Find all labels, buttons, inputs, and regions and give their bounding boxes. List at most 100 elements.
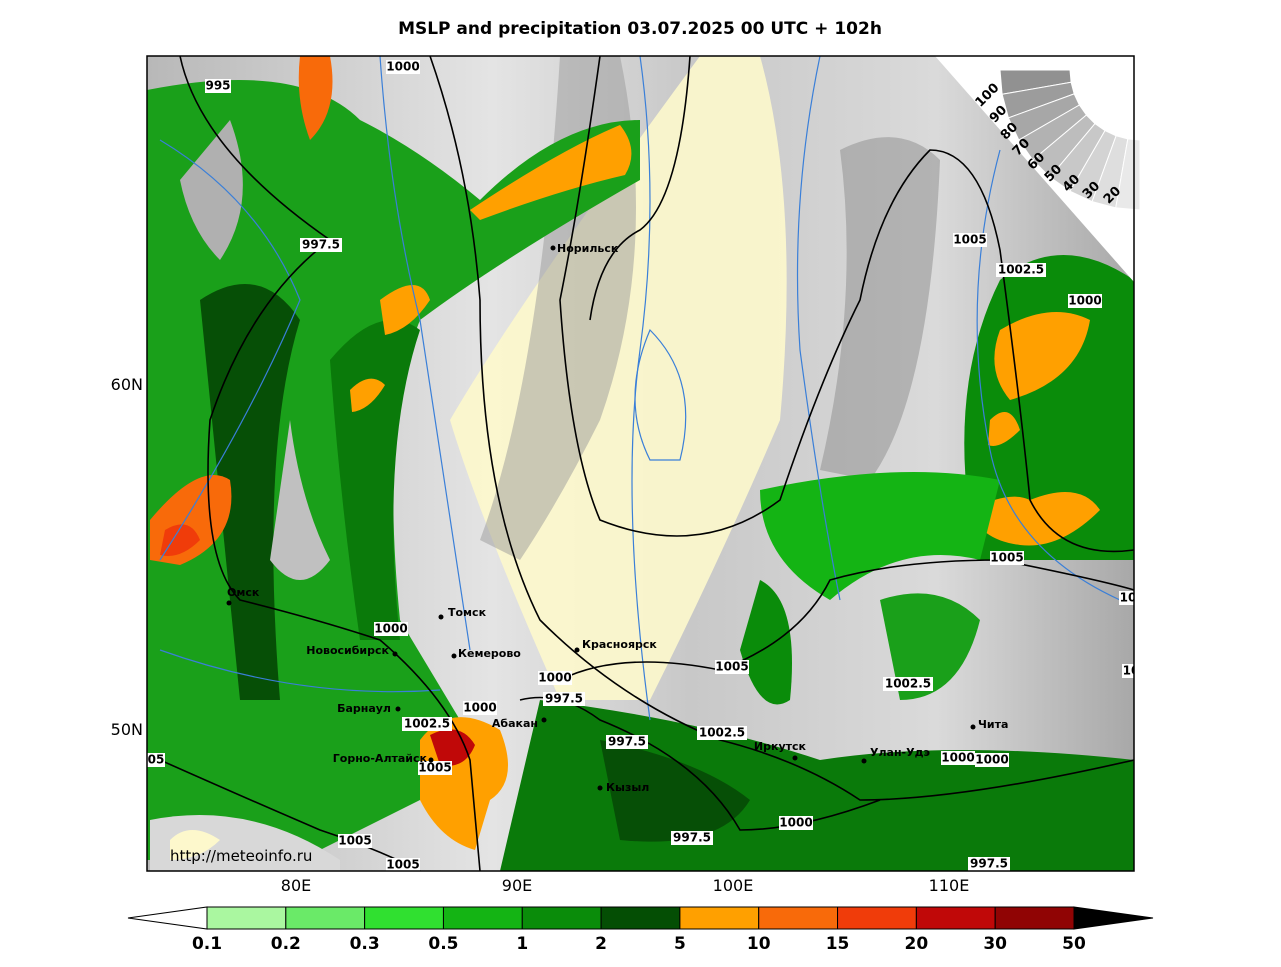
colorbar-segment xyxy=(679,906,760,930)
isobar-label-bg xyxy=(386,60,420,74)
isobar-label: 1005 xyxy=(990,551,1023,565)
isobar-label-bg xyxy=(996,263,1046,277)
isobar-label: 997.5 xyxy=(608,735,646,749)
isobar-label: 1000 xyxy=(463,701,496,715)
isobar-label-bg xyxy=(300,238,342,252)
isobar-label: 10 xyxy=(1123,664,1140,678)
isobar-label: 1002.5 xyxy=(404,717,450,731)
city-label: Красноярск xyxy=(582,638,657,651)
isobar-label-bg xyxy=(990,551,1024,565)
colorbar-segment xyxy=(758,906,839,930)
lat-label: 60N xyxy=(111,375,143,394)
isobar-label-bg xyxy=(1122,664,1134,678)
isobar-label: 1002.5 xyxy=(885,677,931,691)
colorbar-label: 0.1 xyxy=(192,934,222,954)
colorbar-label: 5 xyxy=(674,934,686,954)
isobar-label-bg xyxy=(543,692,585,706)
city-label: Абакан xyxy=(492,717,538,730)
isobar-label: 1000 xyxy=(779,816,812,830)
city-dot xyxy=(438,614,444,620)
city-label: Иркутск xyxy=(754,740,807,753)
isobar-label-bg xyxy=(715,660,749,674)
isobar-label-bg xyxy=(671,831,713,845)
isobar-label-bg xyxy=(205,79,231,93)
source-url: http://meteoinfo.ru xyxy=(170,847,312,865)
city-label: Чита xyxy=(978,718,1008,731)
isobar-label-bg xyxy=(418,761,452,775)
colorbar-segment xyxy=(837,906,917,930)
isobar-label: 1000 xyxy=(975,753,1008,767)
isobar-label: 10 xyxy=(1120,591,1137,605)
isobar-label: 997.5 xyxy=(302,238,340,252)
isobar-label-bg xyxy=(941,751,975,765)
isobar-label-bg xyxy=(147,753,165,767)
title: MSLP and precipitation 03.07.2025 00 UTC… xyxy=(398,19,882,39)
city-dot xyxy=(541,717,547,723)
colorbar-label: 1 xyxy=(516,934,528,954)
city-dot xyxy=(226,600,232,606)
isobar-label-bg xyxy=(386,858,420,871)
colorbar-segment xyxy=(206,906,287,930)
isobar-label-bg xyxy=(338,834,372,848)
city-dot xyxy=(550,245,556,251)
isobar-label-bg xyxy=(402,717,452,731)
city-label: Новосибирск xyxy=(306,644,389,657)
isobar-label: 997.5 xyxy=(545,692,583,706)
isobar-label-bg xyxy=(975,753,1009,767)
city-label: Улан-Удэ xyxy=(870,746,930,759)
isobar-label-bg xyxy=(697,726,747,740)
isobar-label-bg xyxy=(1068,294,1102,308)
colorbar-label: 10 xyxy=(747,934,771,954)
isobar-label: 05 xyxy=(148,753,165,767)
isobar-label: 1000 xyxy=(538,671,571,685)
city-dot xyxy=(395,706,401,712)
city-label: Горно-Алтайск xyxy=(333,752,428,765)
colorbar-segment xyxy=(521,906,602,930)
colorbar-segment xyxy=(600,906,681,930)
city-dot xyxy=(392,651,398,657)
isobar-label: 1005 xyxy=(386,858,419,872)
isobar-label: 1002.5 xyxy=(699,726,745,740)
colorbar-segment xyxy=(915,906,996,930)
isobar-label: 997.5 xyxy=(673,831,711,845)
isobar-label-bg xyxy=(968,857,1010,871)
city-dot xyxy=(574,647,580,653)
isobar-label: 997.5 xyxy=(970,857,1008,871)
isobar-label-bg xyxy=(883,677,933,691)
isobar-label-bg xyxy=(1119,591,1134,605)
city-dot xyxy=(792,755,798,761)
city-label: Барнаул xyxy=(337,702,391,715)
colorbar-label: 15 xyxy=(826,934,850,954)
isobar-label: 1005 xyxy=(338,834,371,848)
city-label: Кемерово xyxy=(458,647,521,660)
city-dot xyxy=(451,653,457,659)
isobar-label: 1000 xyxy=(941,751,974,765)
lon-label: 110E xyxy=(929,876,970,895)
isobar-label: 1005 xyxy=(953,233,986,247)
lon-label: 90E xyxy=(502,876,532,895)
city-label: Норильск xyxy=(557,242,619,255)
colorbar-label: 2 xyxy=(595,934,607,954)
isobar-label: 1000 xyxy=(374,622,407,636)
colorbar-segment xyxy=(442,906,523,930)
isobar-label-bg xyxy=(374,622,408,636)
colorbar-segment xyxy=(994,906,1075,930)
colorbar-under xyxy=(127,906,208,930)
colorbar-label: 0.3 xyxy=(350,934,380,954)
city-label: Томск xyxy=(448,606,487,619)
colorbar-segment xyxy=(285,906,366,930)
isobar-label-bg xyxy=(463,701,497,715)
isobar-label: 1000 xyxy=(1068,294,1101,308)
isobar-label: 995 xyxy=(205,79,230,93)
colorbar-label: 30 xyxy=(983,934,1007,954)
map-frame xyxy=(146,55,1135,872)
colorbar-label: 20 xyxy=(905,934,929,954)
city-dot xyxy=(597,785,603,791)
colorbar-segment xyxy=(364,906,444,930)
colorbar-label: 0.2 xyxy=(271,934,301,954)
colorbar-over xyxy=(1073,906,1154,930)
city-dot xyxy=(970,724,976,730)
